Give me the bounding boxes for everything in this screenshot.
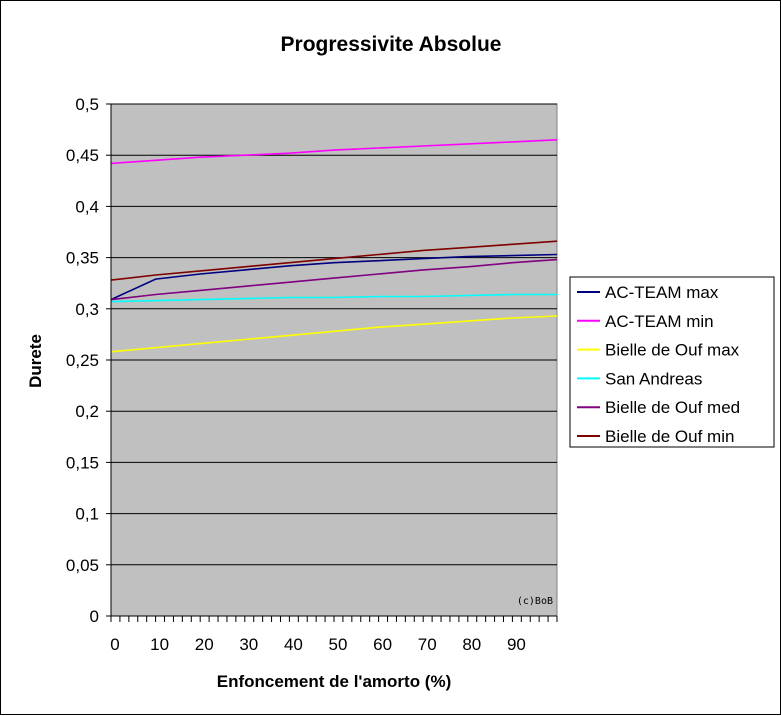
x-tick-labels: 0 10 20 30 40 50 60 70 80 90 bbox=[110, 635, 526, 654]
x-tick-label: 20 bbox=[195, 635, 214, 654]
y-tick-label: 0,1 bbox=[75, 505, 99, 524]
gridlines bbox=[111, 103, 557, 566]
legend-label: Bielle de Ouf med bbox=[605, 398, 740, 417]
x-tick-label: 90 bbox=[507, 635, 526, 654]
legend: AC-TEAM max AC-TEAM min Bielle de Ouf max S… bbox=[569, 276, 775, 448]
y-axis-label: Durete bbox=[26, 334, 45, 388]
x-tick-label: 0 bbox=[110, 635, 119, 654]
y-tick-label: 0,3 bbox=[75, 300, 99, 319]
y-tick-label: 0,5 bbox=[75, 95, 99, 114]
legend-box bbox=[569, 276, 775, 448]
y-tick-label: 0,35 bbox=[66, 249, 99, 268]
x-tick-label: 80 bbox=[462, 635, 481, 654]
x-axis-label: Enfoncement de l'amorto (%) bbox=[217, 672, 452, 691]
y-tick-label: 0,25 bbox=[66, 351, 99, 370]
y-tick-labels: 0 0,05 0,1 0,15 0,2 0,25 0,3 0,35 0,4 0,45 0,5 bbox=[66, 95, 99, 626]
y-tick-label: 0,45 bbox=[66, 146, 99, 165]
y-tick-label: 0,2 bbox=[75, 402, 99, 421]
x-tick-label: 70 bbox=[418, 635, 437, 654]
y-tick-label: 0,4 bbox=[75, 197, 99, 216]
axes bbox=[106, 103, 558, 622]
series-line bbox=[110, 253, 558, 301]
series-line bbox=[110, 139, 558, 165]
copyright-annotation: (c)BoB bbox=[517, 596, 553, 607]
series-line bbox=[110, 315, 558, 353]
legend-label: AC-TEAM min bbox=[605, 312, 714, 331]
chart-title: Progressivite Absolue bbox=[281, 33, 502, 56]
x-tick-label: 40 bbox=[284, 635, 303, 654]
series-line bbox=[110, 258, 558, 301]
legend-label: San Andreas bbox=[605, 369, 702, 388]
x-tick-label: 10 bbox=[150, 635, 169, 654]
legend-label: Bielle de Ouf max bbox=[605, 341, 740, 360]
series-line bbox=[110, 240, 558, 281]
x-tick-label: 30 bbox=[239, 635, 258, 654]
y-tick-label: 0,15 bbox=[66, 453, 99, 472]
y-tick-label: 0 bbox=[90, 607, 99, 626]
series-line bbox=[110, 293, 557, 303]
series-lines bbox=[110, 139, 558, 353]
legend-label: AC-TEAM max bbox=[605, 283, 719, 302]
x-tick-label: 50 bbox=[329, 635, 348, 654]
legend-label: Bielle de Ouf min bbox=[605, 427, 734, 446]
x-tick-label: 60 bbox=[373, 635, 392, 654]
y-tick-label: 0,05 bbox=[66, 556, 99, 575]
